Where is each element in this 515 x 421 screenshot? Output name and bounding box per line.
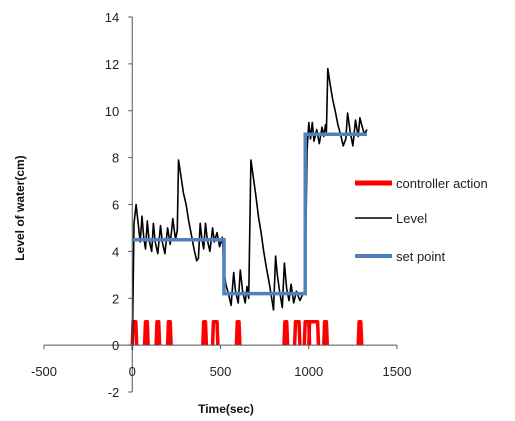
- controller-action-pulse: [142, 319, 150, 346]
- controller-action-pulse: [356, 319, 364, 346]
- controller-action-pulse: [154, 319, 162, 346]
- series-level-line: [131, 67, 368, 350]
- y-tick-label: 8: [112, 151, 119, 166]
- series-controller-action: [130, 319, 364, 346]
- series-set-point-line: [132, 132, 367, 296]
- y-axis-title: Level of water(cm): [13, 155, 27, 260]
- legend-label-level: Level: [396, 211, 427, 226]
- y-tick-label: 2: [112, 291, 119, 306]
- y-tick-label: 10: [105, 104, 119, 119]
- x-tick-label: 500: [210, 364, 232, 379]
- y-tick-label: -2: [108, 385, 120, 400]
- x-tick-label: -500: [31, 364, 57, 379]
- y-tick-label: 6: [112, 198, 119, 213]
- controller-action-pulse: [322, 319, 330, 346]
- y-tick-label: 12: [105, 57, 119, 72]
- legend-item-level: Level: [355, 211, 427, 226]
- x-tick-label: 1500: [383, 364, 412, 379]
- controller-action-pulse: [234, 319, 242, 346]
- plot-area: [130, 67, 368, 350]
- controller-action-pulse: [307, 319, 321, 346]
- legend-item-set-point: set point: [355, 249, 446, 264]
- controller-action-pulse: [210, 319, 220, 346]
- controller-action-pulse: [201, 319, 209, 346]
- y-tick-label: 14: [105, 10, 119, 25]
- legend-item-controller-action: controller action: [355, 176, 488, 191]
- legend-label-set-point: set point: [396, 249, 446, 264]
- controller-action-pulse: [282, 319, 290, 346]
- x-axis-title: Time(sec): [198, 402, 254, 416]
- legend: controller action Level set point: [355, 176, 488, 264]
- x-tick-label: 0: [129, 364, 136, 379]
- legend-label-controller-action: controller action: [396, 176, 488, 191]
- controller-action-pulse: [165, 319, 173, 346]
- y-tick-label: 4: [112, 244, 119, 259]
- controller-action-pulse: [292, 319, 302, 346]
- y-tick-label: 0: [112, 338, 119, 353]
- x-tick-label: 1000: [294, 364, 323, 379]
- axes: -2 0 2 4 6 8 10 12 14 -500 0 500 1000 1500: [31, 10, 411, 400]
